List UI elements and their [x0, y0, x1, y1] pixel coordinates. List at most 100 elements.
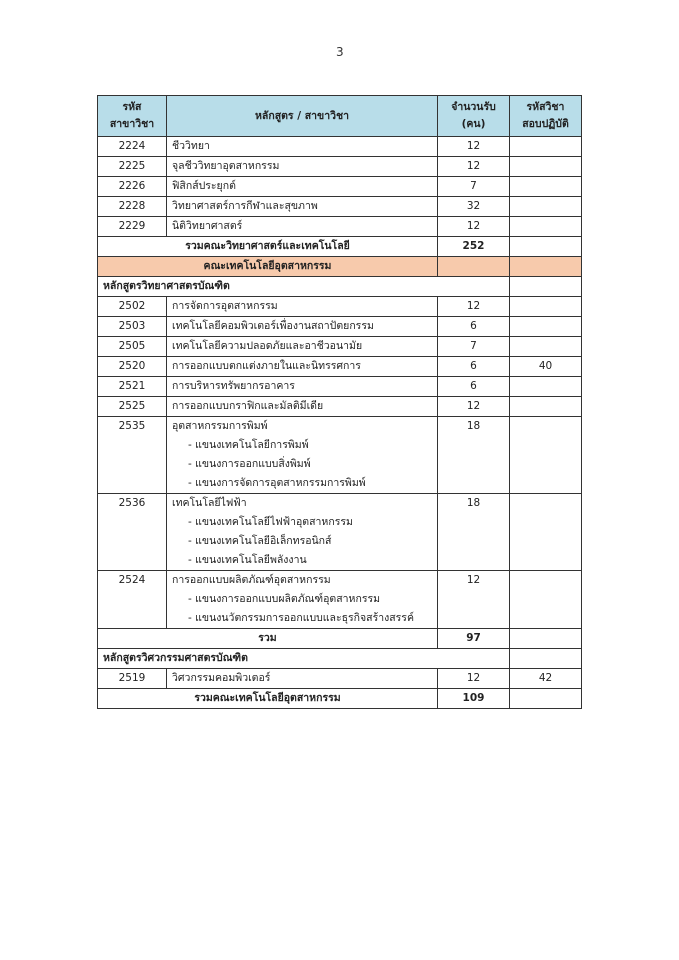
- header-exam: รหัสวิชา สอบปฏิบัติ: [509, 95, 582, 137]
- exam-cell: [509, 296, 582, 317]
- count-cell: 6: [437, 316, 510, 337]
- name-cell: เทคโนโลยีความปลอดภัยและอาชีวอนามัย: [166, 336, 438, 357]
- code-cell: 2503: [97, 316, 167, 337]
- table-row: 2229 นิติวิทยาศาสตร์ 12: [97, 216, 582, 237]
- name-cell: เทคโนโลยีคอมพิวเตอร์เพื่องานสถาปัตยกรรม: [166, 316, 438, 337]
- exam-cell: [509, 570, 582, 629]
- faculty-row: คณะเทคโนโลยีอุตสาหกรรม: [97, 256, 582, 277]
- code-cell: 2225: [97, 156, 167, 177]
- table-row: 2505 เทคโนโลยีความปลอดภัยและอาชีวอนามัย 7: [97, 336, 582, 357]
- count-cell: 12: [437, 570, 510, 629]
- subtotal-row: รวม 97: [97, 628, 582, 649]
- branch-name: - แขนงการออกแบบสิ่งพิมพ์: [188, 458, 311, 470]
- count-cell: 12: [437, 156, 510, 177]
- empty-cell: [509, 276, 582, 297]
- table-row: 2503 เทคโนโลยีคอมพิวเตอร์เพื่องานสถาปัตยก…: [97, 316, 582, 337]
- count-cell: 12: [437, 296, 510, 317]
- code-cell: 2228: [97, 196, 167, 217]
- branch-name: - แขนงเทคโนโลยีการพิมพ์: [188, 439, 309, 451]
- code-cell: 2519: [97, 668, 167, 689]
- branch-name: - แขนงการจัดการอุตสาหกรรมการพิมพ์: [188, 477, 366, 489]
- exam-cell: [509, 376, 582, 397]
- page-number: 3: [336, 45, 344, 59]
- name-cell: การออกแบบตกแต่งภายในและนิทรรศการ: [166, 356, 438, 377]
- code-cell: 2226: [97, 176, 167, 197]
- table-row: 2225 จุลชีววิทยาอุตสาหกรรม 12: [97, 156, 582, 177]
- empty-cell: [509, 236, 582, 257]
- count-cell: 7: [437, 336, 510, 357]
- section-label: หลักสูตรวิศวกรรมศาสตรบัณฑิต: [97, 648, 510, 669]
- code-cell: 2525: [97, 396, 167, 417]
- count-cell: 7: [437, 176, 510, 197]
- tech-total-row: รวมคณะเทคโนโลยีอุตสาหกรรม 109: [97, 688, 582, 709]
- faculty-label: คณะเทคโนโลยีอุตสาหกรรม: [97, 256, 438, 277]
- table-row: 2228 วิทยาศาสตร์การกีฬาและสุขภาพ 32: [97, 196, 582, 217]
- code-cell: 2520: [97, 356, 167, 377]
- table-row: 2536 เทคโนโลยีไฟฟ้า - แขนงเทคโนโลยีไฟฟ้าอุ…: [97, 493, 582, 571]
- name-cell: การบริหารทรัพยากรอาคาร: [166, 376, 438, 397]
- branch-name: - แขนงเทคโนโลยีอิเล็กทรอนิกส์: [188, 535, 332, 547]
- total-label: รวมคณะเทคโนโลยีอุตสาหกรรม: [97, 688, 438, 709]
- count-cell: 12: [437, 396, 510, 417]
- empty-cell: [509, 648, 582, 669]
- exam-cell: [509, 336, 582, 357]
- code-cell: 2502: [97, 296, 167, 317]
- exam-cell: [509, 493, 582, 571]
- name-cell: จุลชีววิทยาอุตสาหกรรม: [166, 156, 438, 177]
- code-cell: 2521: [97, 376, 167, 397]
- count-cell: 18: [437, 493, 510, 571]
- exam-cell: [509, 416, 582, 494]
- exam-cell: [509, 396, 582, 417]
- exam-cell: [509, 216, 582, 237]
- table-row: 2524 การออกแบบผลิตภัณฑ์อุตสาหกรรม - แขนงกา…: [97, 570, 582, 629]
- header-program: หลักสูตร / สาขาวิชา: [166, 95, 438, 137]
- code-cell: 2524: [97, 570, 167, 629]
- program-name: การจัดการอุตสาหกรรม: [172, 300, 278, 312]
- count-cell: 32: [437, 196, 510, 217]
- name-cell: การออกแบบกราฟิกและมัลติมีเดีย: [166, 396, 438, 417]
- exam-cell: 42: [509, 668, 582, 689]
- count-cell: 6: [437, 376, 510, 397]
- name-cell: วิศวกรรมคอมพิวเตอร์: [166, 668, 438, 689]
- table-row: 2520 การออกแบบตกแต่งภายในและนิทรรศการ 6 40: [97, 356, 582, 377]
- empty-cell: [509, 628, 582, 649]
- table-row: 2519 วิศวกรรมคอมพิวเตอร์ 12 42: [97, 668, 582, 689]
- table-row: 2224 ชีววิทยา 12: [97, 136, 582, 157]
- section-row: หลักสูตรวิศวกรรมศาสตรบัณฑิต: [97, 648, 582, 669]
- science-total-row: รวมคณะวิทยาศาสตร์และเทคโนโลยี 252: [97, 236, 582, 257]
- count-cell: 12: [437, 136, 510, 157]
- header-code: รหัส สาขาวิชา: [97, 95, 167, 137]
- count-cell: 18: [437, 416, 510, 494]
- branch-name: - แขนงเทคโนโลยีพลังงาน: [188, 554, 307, 566]
- name-cell: ฟิสิกส์ประยุกต์: [166, 176, 438, 197]
- exam-cell: 40: [509, 356, 582, 377]
- code-cell: 2229: [97, 216, 167, 237]
- name-cell: เทคโนโลยีไฟฟ้า - แขนงเทคโนโลยีไฟฟ้าอุตสาห…: [166, 493, 438, 571]
- program-name: เทคโนโลยีความปลอดภัยและอาชีวอนามัย: [172, 340, 363, 352]
- exam-cell: [509, 196, 582, 217]
- program-name: เทคโนโลยีไฟฟ้า: [172, 497, 247, 509]
- empty-cell: [509, 688, 582, 709]
- exam-cell: [509, 176, 582, 197]
- table-row: 2502 การจัดการอุตสาหกรรม 12: [97, 296, 582, 317]
- admission-table: รหัส สาขาวิชา หลักสูตร / สาขาวิชา จำนวนรั…: [97, 95, 582, 709]
- branch-name: - แขนงเทคโนโลยีไฟฟ้าอุตสาหกรรม: [188, 516, 353, 528]
- branch-name: - แขนงนวัตกรรมการออกแบบและธุรกิจสร้างสรร…: [188, 612, 414, 624]
- count-cell: 12: [437, 216, 510, 237]
- table-row: 2535 อุตสาหกรรมการพิมพ์ - แขนงเทคโนโลยีการ…: [97, 416, 582, 494]
- header-count: จำนวนรับ (คน): [437, 95, 510, 137]
- program-name: เทคโนโลยีคอมพิวเตอร์เพื่องานสถาปัตยกรรม: [172, 320, 374, 332]
- empty-cell: [509, 256, 582, 277]
- count-cell: 6: [437, 356, 510, 377]
- name-cell: การจัดการอุตสาหกรรม: [166, 296, 438, 317]
- branch-name: - แขนงการออกแบบผลิตภัณฑ์อุตสาหกรรม: [188, 593, 381, 605]
- section-label: หลักสูตรวิทยาศาสตรบัณฑิต: [97, 276, 510, 297]
- code-cell: 2535: [97, 416, 167, 494]
- name-cell: อุตสาหกรรมการพิมพ์ - แขนงเทคโนโลยีการพิมพ…: [166, 416, 438, 494]
- exam-cell: [509, 156, 582, 177]
- section-row: หลักสูตรวิทยาศาสตรบัณฑิต: [97, 276, 582, 297]
- total-count: 252: [437, 236, 510, 257]
- code-cell: 2505: [97, 336, 167, 357]
- code-cell: 2224: [97, 136, 167, 157]
- program-name: การออกแบบตกแต่งภายในและนิทรรศการ: [172, 360, 361, 372]
